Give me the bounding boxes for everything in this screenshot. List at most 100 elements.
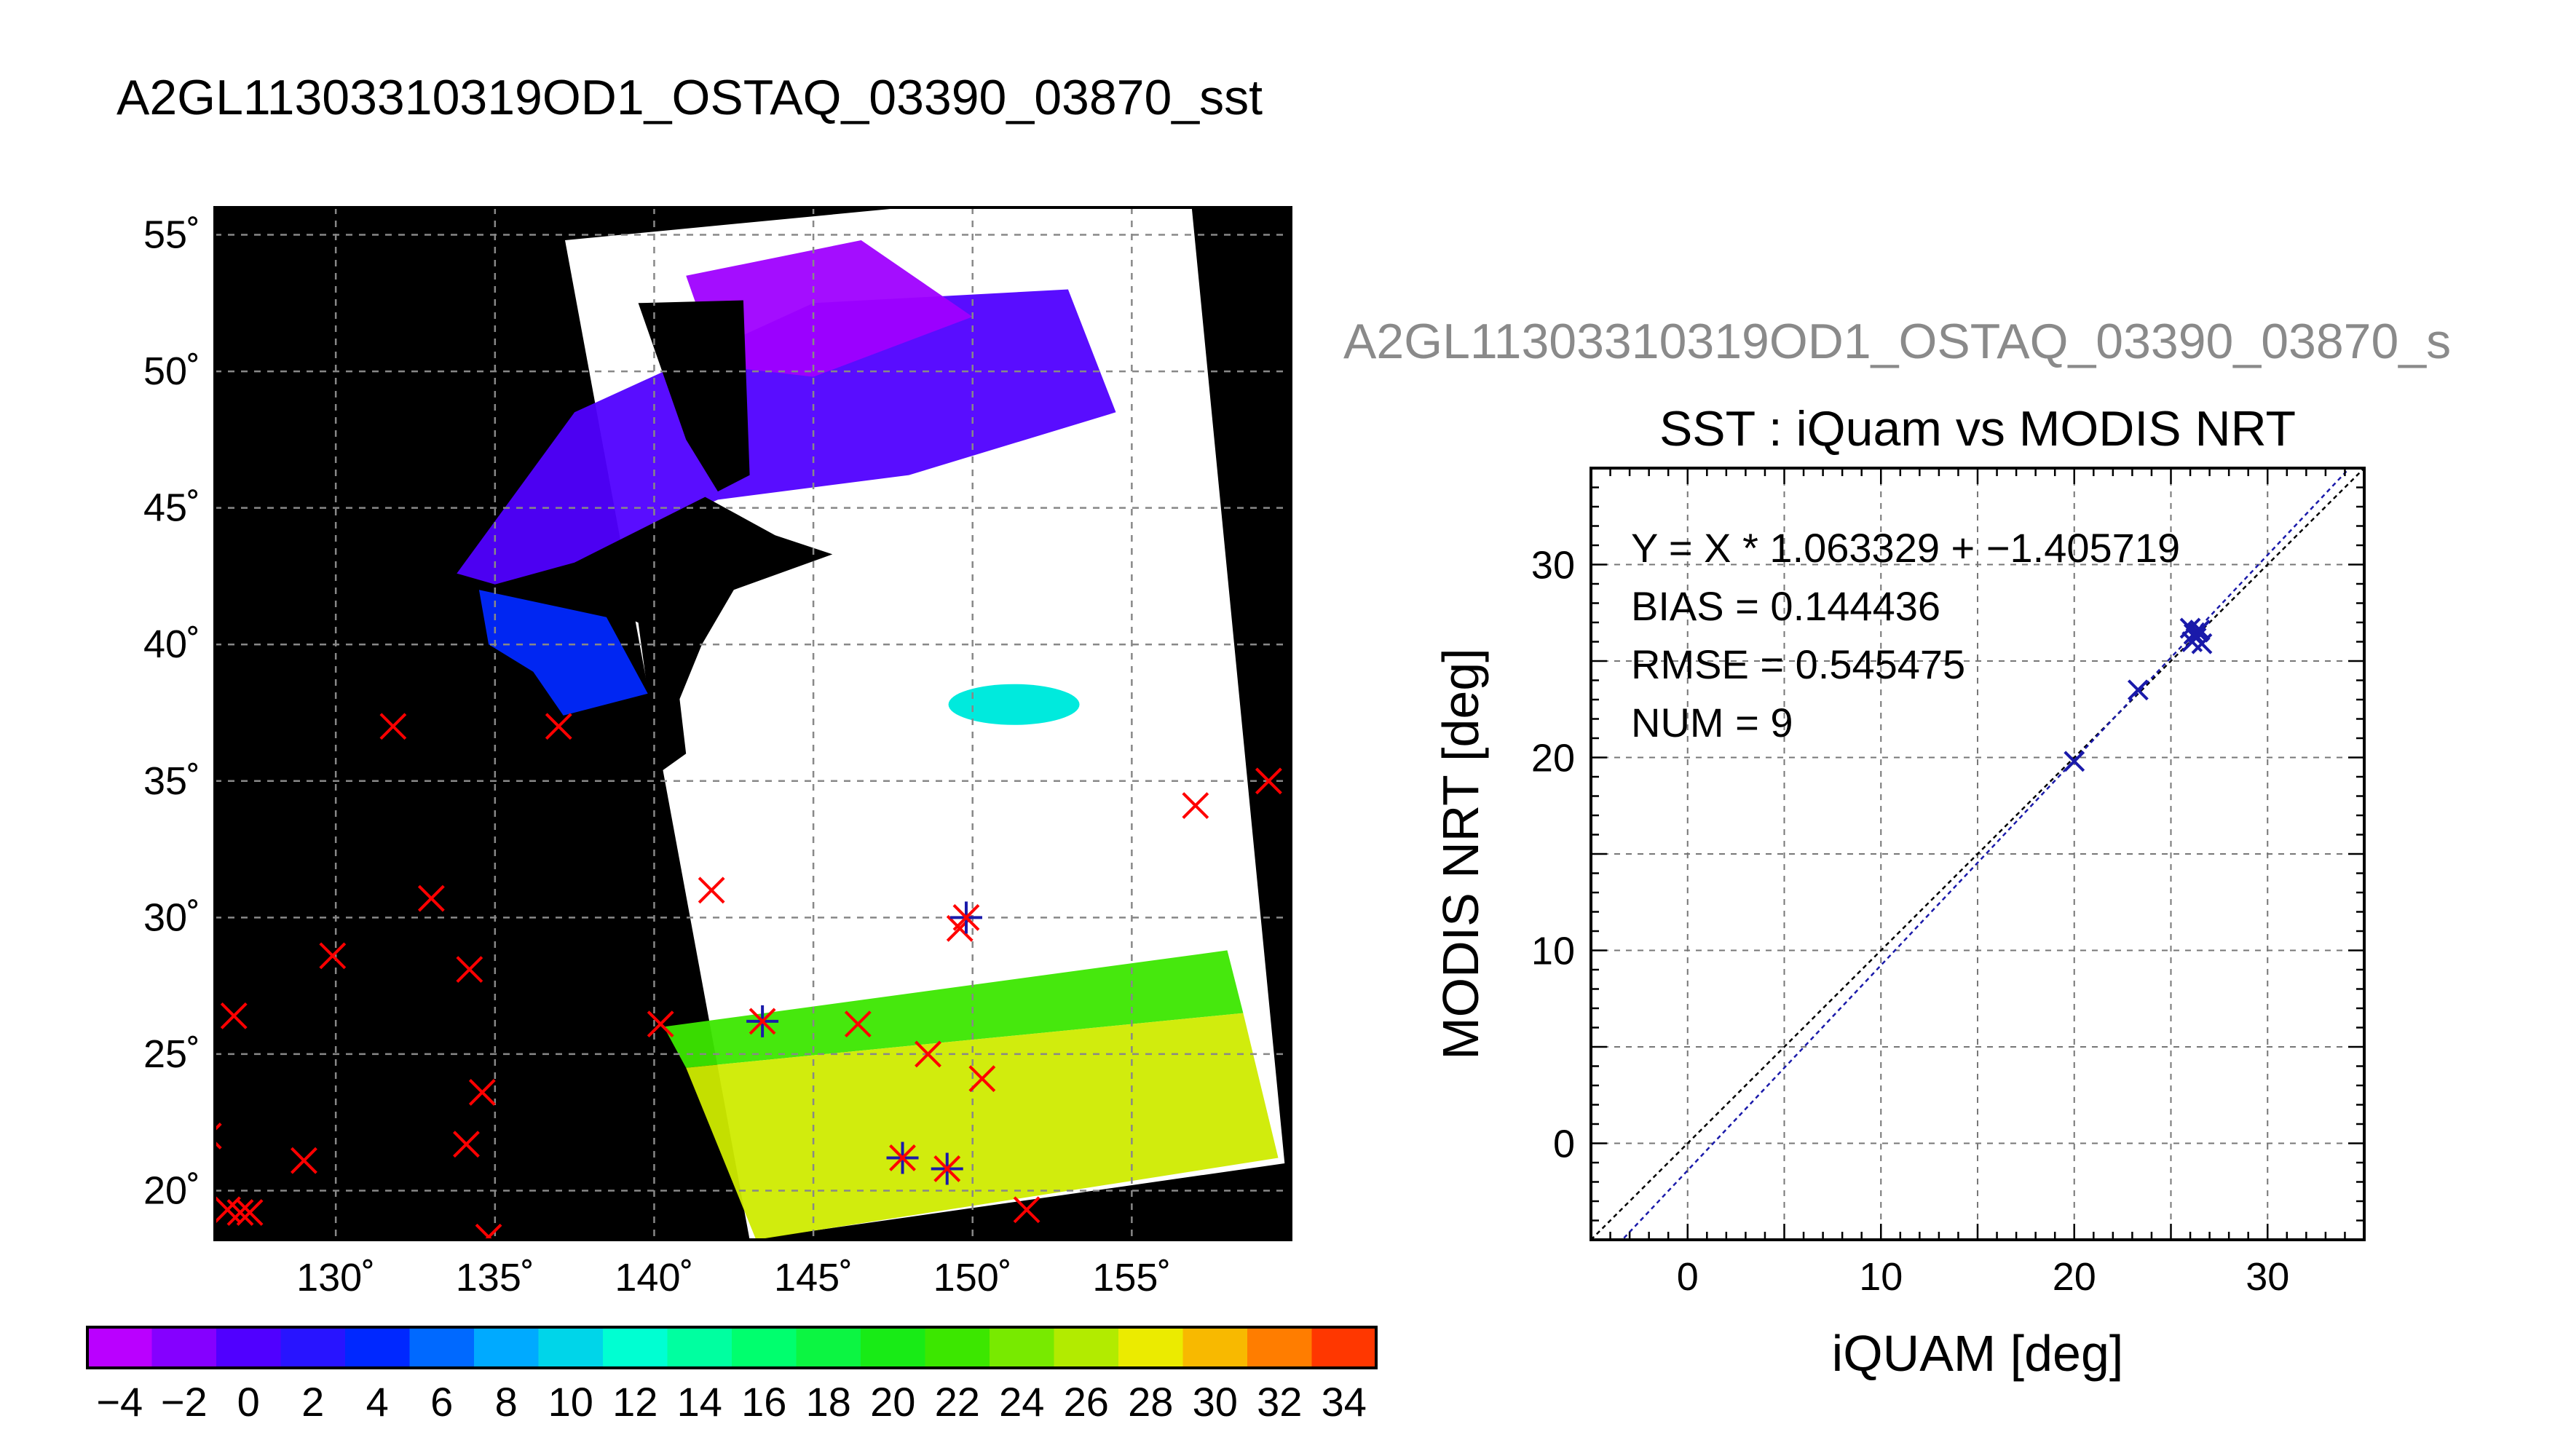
scatter-ytick-label: 20 <box>1531 737 1575 780</box>
insitu-marker-stroke-a <box>215 1140 222 1150</box>
map-grid <box>215 207 1291 1240</box>
colorbar-cell <box>1311 1327 1377 1368</box>
map-lon-tick-label: 130˚ <box>296 1256 375 1299</box>
colorbar-tick-label: 30 <box>1193 1379 1238 1425</box>
insitu-marker-stroke-b <box>968 1065 996 1093</box>
colorbar-cell <box>474 1327 540 1368</box>
main-title: A2GL11303310319OD1_OSTAQ_03390_03870_sst <box>117 70 1263 125</box>
map-lat-tick-label: 20˚ <box>143 1168 200 1212</box>
colorbar-tick-label: −4 <box>96 1379 143 1425</box>
colorbar-cells <box>87 1327 1377 1368</box>
colorbar-cell <box>151 1327 217 1368</box>
insitu-marker-stroke-b <box>647 1010 674 1038</box>
colorbar-cell <box>409 1327 475 1368</box>
map-lon-tick-label: 150˚ <box>933 1256 1012 1299</box>
colorbar-tick-label: 14 <box>677 1379 722 1425</box>
colorbar-frame <box>86 1326 1378 1369</box>
colorbar-cell <box>925 1327 990 1368</box>
insitu-marker-stroke-b <box>468 1079 496 1106</box>
stats-rmse: RMSE = 0.545475 <box>1631 641 1965 687</box>
colorbar-cell <box>796 1327 861 1368</box>
insitu-marker-stroke-b <box>1182 792 1209 819</box>
insitu-marker-stroke-b <box>379 713 407 740</box>
map-lon-tick-label: 155˚ <box>1092 1256 1171 1299</box>
insitu-marker-stroke-b <box>844 1010 872 1038</box>
sst-region-japan-sea <box>478 590 648 732</box>
insitu-marker-stroke-b <box>483 1223 502 1240</box>
colorbar-cell <box>667 1327 732 1368</box>
colorbar-tick-label: 4 <box>366 1379 389 1425</box>
scatter-lines <box>1591 468 2364 1240</box>
colorbar-tick-label: −2 <box>161 1379 208 1425</box>
colorbar-tick-label: 22 <box>935 1379 980 1425</box>
scatter-ytick-label: 30 <box>1531 544 1575 587</box>
colorbar-tick-label: 18 <box>806 1379 851 1425</box>
regression-fit-line <box>1621 468 2351 1240</box>
stats-fit-equation: Y = X * 1.063329 + −1.405719 <box>1631 525 2180 571</box>
stats-num: NUM = 9 <box>1631 700 1793 745</box>
scatter-xlabel: iQUAM [deg] <box>1832 1325 2124 1382</box>
insitu-marker-stroke-b <box>456 956 483 984</box>
scatter-xtick-label: 0 <box>1677 1255 1699 1299</box>
map-lon-tick-label: 140˚ <box>615 1256 693 1299</box>
insitu-marker-stroke-b <box>698 877 725 904</box>
insitu-marker-stroke-b <box>215 1123 222 1132</box>
insitu-marker-stroke-b <box>215 1196 241 1224</box>
scatter-title: SST : iQuam vs MODIS NRT <box>1659 401 2296 456</box>
colorbar-cell <box>861 1327 926 1368</box>
sst-region-north-cold <box>686 240 973 377</box>
insitu-marker-stroke-b <box>417 885 445 912</box>
insitu-marker-stroke-b <box>236 1199 264 1226</box>
map-lat-tick-label: 55˚ <box>143 213 200 257</box>
map-lat-tick-label: 50˚ <box>143 349 200 393</box>
scatter-xtick-label: 10 <box>1859 1255 1903 1299</box>
colorbar-cell <box>1118 1327 1184 1368</box>
matchup-marker-stroke-b <box>749 1008 776 1035</box>
scatter-point-stroke-b <box>2127 679 2149 701</box>
scatter-ytick-label: 0 <box>1553 1123 1575 1166</box>
landmass-sakhalin <box>638 300 750 492</box>
scatter-point-stroke-b <box>2191 633 2213 654</box>
map-latitude-ticks: 55˚ 50˚ 45˚ 40˚ 35˚ 30˚ 25˚ 20˚ <box>143 213 200 1213</box>
map-lat-tick-label: 25˚ <box>143 1032 200 1076</box>
insitu-marker-stroke-b <box>226 1199 254 1226</box>
colorbar-tick-label: 0 <box>237 1379 260 1425</box>
colorbar-tick-label: 26 <box>1064 1379 1109 1425</box>
colorbar-tick-label: 20 <box>870 1379 915 1425</box>
colorbar-cell <box>345 1327 411 1368</box>
scatter-header: A2GL11303310319OD1_OSTAQ_03390_03870_s <box>1343 314 2452 369</box>
colorbar-tick-label: 6 <box>430 1379 453 1425</box>
insitu-marker-stroke-b <box>453 1131 480 1158</box>
sst-region-north <box>457 289 1116 585</box>
colorbar-cell <box>990 1327 1055 1368</box>
scatter-point-stroke-b <box>2064 751 2085 772</box>
map-markers <box>215 713 1282 1240</box>
sst-region-south-green <box>663 950 1244 1068</box>
scatter-xtick-label: 20 <box>2053 1255 2096 1299</box>
insitu-marker-stroke-b <box>220 1002 248 1029</box>
map-longitude-ticks: 130˚ 135˚ 140˚ 145˚ 150˚ 155˚ <box>296 1256 1171 1299</box>
sst-region-south-yellow <box>686 1013 1279 1240</box>
colorbar-labels: −4 −2 0 2 4 6 8 10 12 14 16 18 20 22 24 26 28 30 32 34 <box>96 1379 1367 1425</box>
one-to-one-line <box>1591 468 2364 1240</box>
map-data-layers <box>457 207 1285 1240</box>
colorbar-cell <box>280 1327 346 1368</box>
insitu-marker-stroke-b <box>319 942 347 970</box>
colorbar-tick-label: 12 <box>612 1379 657 1425</box>
colorbar-tick-label: 10 <box>548 1379 593 1425</box>
colorbar-cell <box>216 1327 282 1368</box>
scatter-points <box>2064 617 2213 772</box>
colorbar-cell <box>538 1327 604 1368</box>
map-lat-tick-label: 35˚ <box>143 759 200 803</box>
colorbar-tick-label: 32 <box>1257 1379 1302 1425</box>
sst-map-panel: 130˚ 135˚ 140˚ 145˚ 150˚ 155˚ 55˚ 50˚ 45˚ 40˚ 35˚… <box>143 206 1292 1299</box>
scatter-ylabel: MODIS NRT [deg] <box>1432 648 1489 1059</box>
colorbar-cell <box>603 1327 668 1368</box>
map-lat-tick-label: 45˚ <box>143 486 200 530</box>
colorbar-tick-label: 34 <box>1322 1379 1367 1425</box>
insitu-marker-stroke-b <box>1255 767 1282 795</box>
landmass-japan <box>542 496 833 781</box>
insitu-marker-stroke-b <box>545 713 572 740</box>
colorbar-tick-label: 16 <box>741 1379 786 1425</box>
matchup-marker-stroke-b <box>933 1155 961 1182</box>
